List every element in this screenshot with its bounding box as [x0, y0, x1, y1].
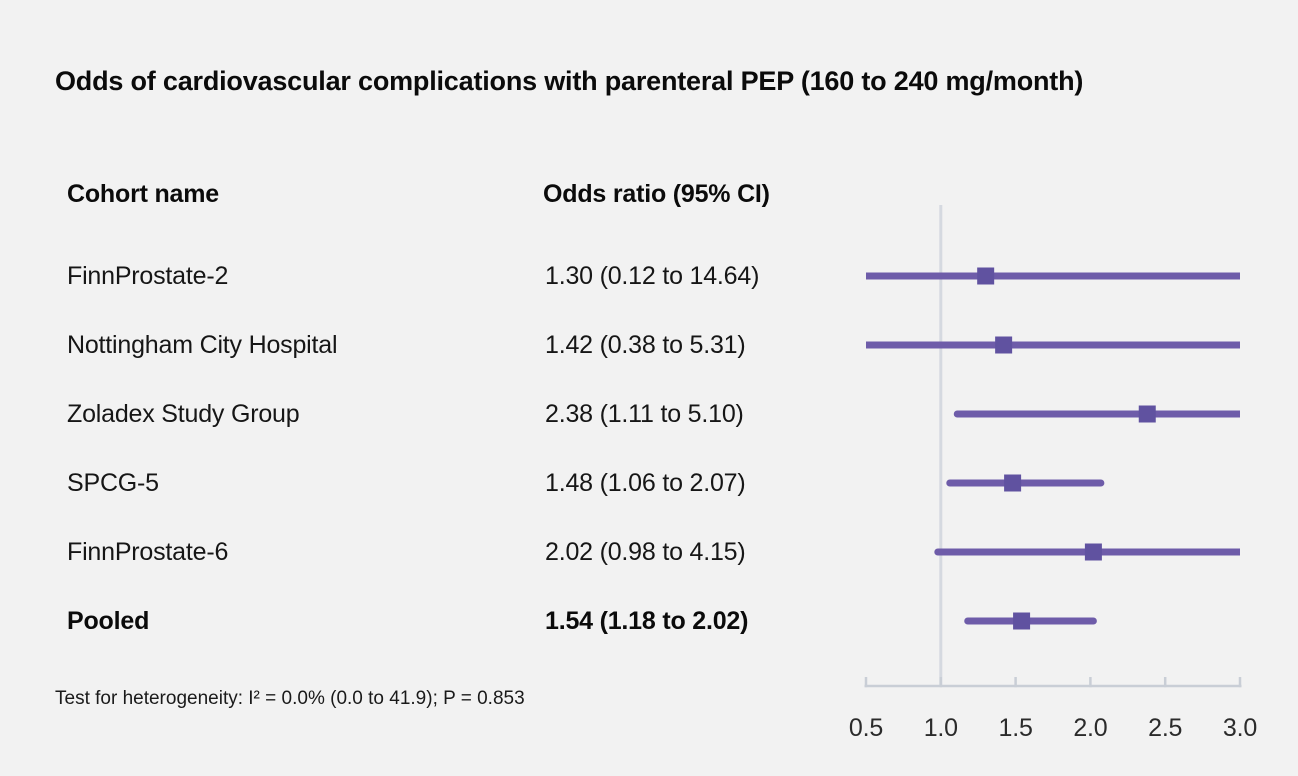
heterogeneity-footnote: Test for heterogeneity: I² = 0.0% (0.0 t… [55, 688, 525, 709]
study-or-value: 2.02 (0.98 to 4.15) [545, 538, 746, 566]
ci-cap-right [1089, 617, 1097, 625]
or-point-marker [977, 267, 995, 285]
study-name: SPCG-5 [67, 469, 159, 497]
x-tick-label: 2.0 [1073, 714, 1107, 742]
x-tick-label: 1.5 [999, 714, 1033, 742]
x-tick-label: 2.5 [1148, 714, 1182, 742]
study-name: Nottingham City Hospital [67, 331, 338, 359]
or-point-marker [995, 336, 1013, 354]
ci-cap-right [1097, 479, 1105, 487]
study-or-value: 1.48 (1.06 to 2.07) [545, 469, 746, 497]
chart-title: Odds of cardiovascular complications wit… [55, 66, 1084, 96]
or-point-marker [1004, 474, 1022, 492]
study-or-value: 1.54 (1.18 to 2.02) [545, 607, 749, 635]
ci-cap-left [964, 617, 972, 625]
study-name: Pooled [67, 607, 150, 635]
study-or-value: 1.30 (0.12 to 14.64) [545, 262, 760, 290]
x-tick-label: 1.0 [924, 714, 958, 742]
column-header-odds-ratio: Odds ratio (95% CI) [543, 180, 770, 208]
or-point-marker [1138, 405, 1156, 423]
study-or-value: 2.38 (1.11 to 5.10) [545, 400, 744, 428]
ci-cap-left [946, 479, 954, 487]
study-or-value: 1.42 (0.38 to 5.31) [545, 331, 746, 359]
study-name: FinnProstate-2 [67, 262, 229, 290]
or-point-marker [1084, 543, 1102, 561]
x-tick-label: 3.0 [1223, 714, 1257, 742]
x-tick-label: 0.5 [849, 714, 883, 742]
study-name: Zoladex Study Group [67, 400, 300, 428]
column-header-cohort: Cohort name [67, 180, 219, 208]
ci-cap-left [953, 410, 961, 418]
study-name: FinnProstate-6 [67, 538, 229, 566]
or-point-marker [1013, 612, 1031, 630]
ci-cap-left [934, 548, 942, 556]
